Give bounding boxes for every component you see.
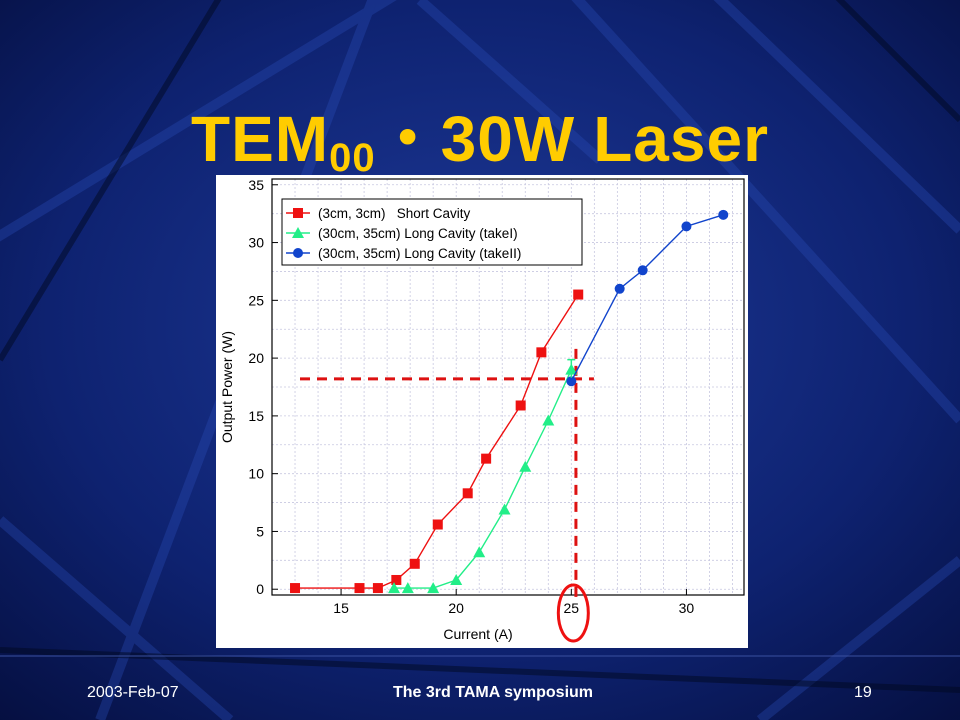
- data-point-square: [515, 400, 526, 411]
- y-tick-label: 5: [256, 523, 264, 539]
- data-point-circle: [681, 221, 692, 232]
- y-tick-label: 25: [248, 292, 264, 308]
- y-tick-label: 0: [256, 581, 264, 597]
- data-point-square: [573, 289, 584, 300]
- data-point-triangle: [519, 460, 532, 472]
- footer-page-number: 19: [854, 684, 872, 701]
- y-tick-label: 30: [248, 235, 264, 251]
- y-tick-label: 15: [248, 408, 264, 424]
- data-point-triangle: [450, 573, 463, 585]
- legend-box: [281, 198, 583, 266]
- y-tick-label: 35: [248, 177, 264, 193]
- data-point-circle: [566, 376, 577, 387]
- output-power-chart: 15 20 25 30 0 5 10 15 20 25 30 35 Current (A) Output …: [219, 177, 745, 643]
- series-3: [566, 209, 729, 387]
- footer-date: 2003-Feb-07: [87, 684, 179, 701]
- data-point-triangle: [498, 503, 511, 515]
- title-power: 30W: [440, 103, 576, 175]
- title-word: Laser: [593, 103, 769, 175]
- data-point-square: [536, 347, 547, 358]
- x-tick-label: 20: [448, 600, 464, 616]
- data-point-triangle: [542, 414, 555, 426]
- title-mode: TEM: [191, 103, 330, 175]
- legend-marker-circle: [293, 248, 303, 258]
- data-point-square: [372, 583, 383, 594]
- data-point-square: [290, 583, 301, 594]
- axes-frame: [271, 178, 745, 596]
- y-axis-label: Output Power (W): [219, 331, 235, 443]
- data-point-triangle: [401, 582, 414, 594]
- data-point-triangle: [427, 582, 440, 594]
- footer-event-name: The 3rd TAMA symposium: [393, 684, 594, 701]
- data-point-circle: [614, 283, 625, 294]
- data-point-square: [462, 488, 473, 499]
- y-tick-label: 10: [248, 466, 264, 482]
- chart-panel: 15 20 25 30 0 5 10 15 20 25 30 35 Current (A) Output …: [216, 175, 748, 648]
- data-point-triangle: [473, 546, 486, 558]
- data-point-circle: [718, 209, 729, 220]
- legend-label: (3cm, 3cm) Short Cavity: [318, 206, 471, 221]
- highlight-ellipse: [556, 583, 590, 643]
- legend: (3cm, 3cm) Short Cavity (30cm, 35cm) Long…: [281, 198, 583, 266]
- slide-title: TEM00・30W Laser: [0, 88, 960, 181]
- footer-divider: [0, 655, 960, 657]
- legend-label: (30cm, 35cm) Long Cavity (takeI): [318, 226, 518, 241]
- y-tick-label: 20: [248, 350, 264, 366]
- data-point-square: [409, 558, 420, 569]
- title-separator: ・: [375, 103, 441, 175]
- legend-marker-square: [293, 208, 303, 218]
- series-2: [388, 363, 578, 594]
- legend-label: (30cm, 35cm) Long Cavity (takeII): [318, 246, 521, 261]
- series-1: [290, 289, 584, 594]
- data-point-square: [432, 519, 443, 530]
- data-point-circle: [637, 265, 648, 276]
- data-point-square: [391, 574, 402, 585]
- x-tick-label: 30: [679, 600, 695, 616]
- x-tick-label: 15: [333, 600, 349, 616]
- data-point-square: [481, 453, 492, 464]
- data-point-square: [354, 583, 365, 594]
- title-mode-subscript: 00: [329, 136, 376, 180]
- legend-marker-triangle: [292, 227, 304, 238]
- data-point-triangle: [388, 582, 401, 594]
- x-axis-label: Current (A): [443, 626, 512, 642]
- x-tick-label: 25: [564, 600, 580, 616]
